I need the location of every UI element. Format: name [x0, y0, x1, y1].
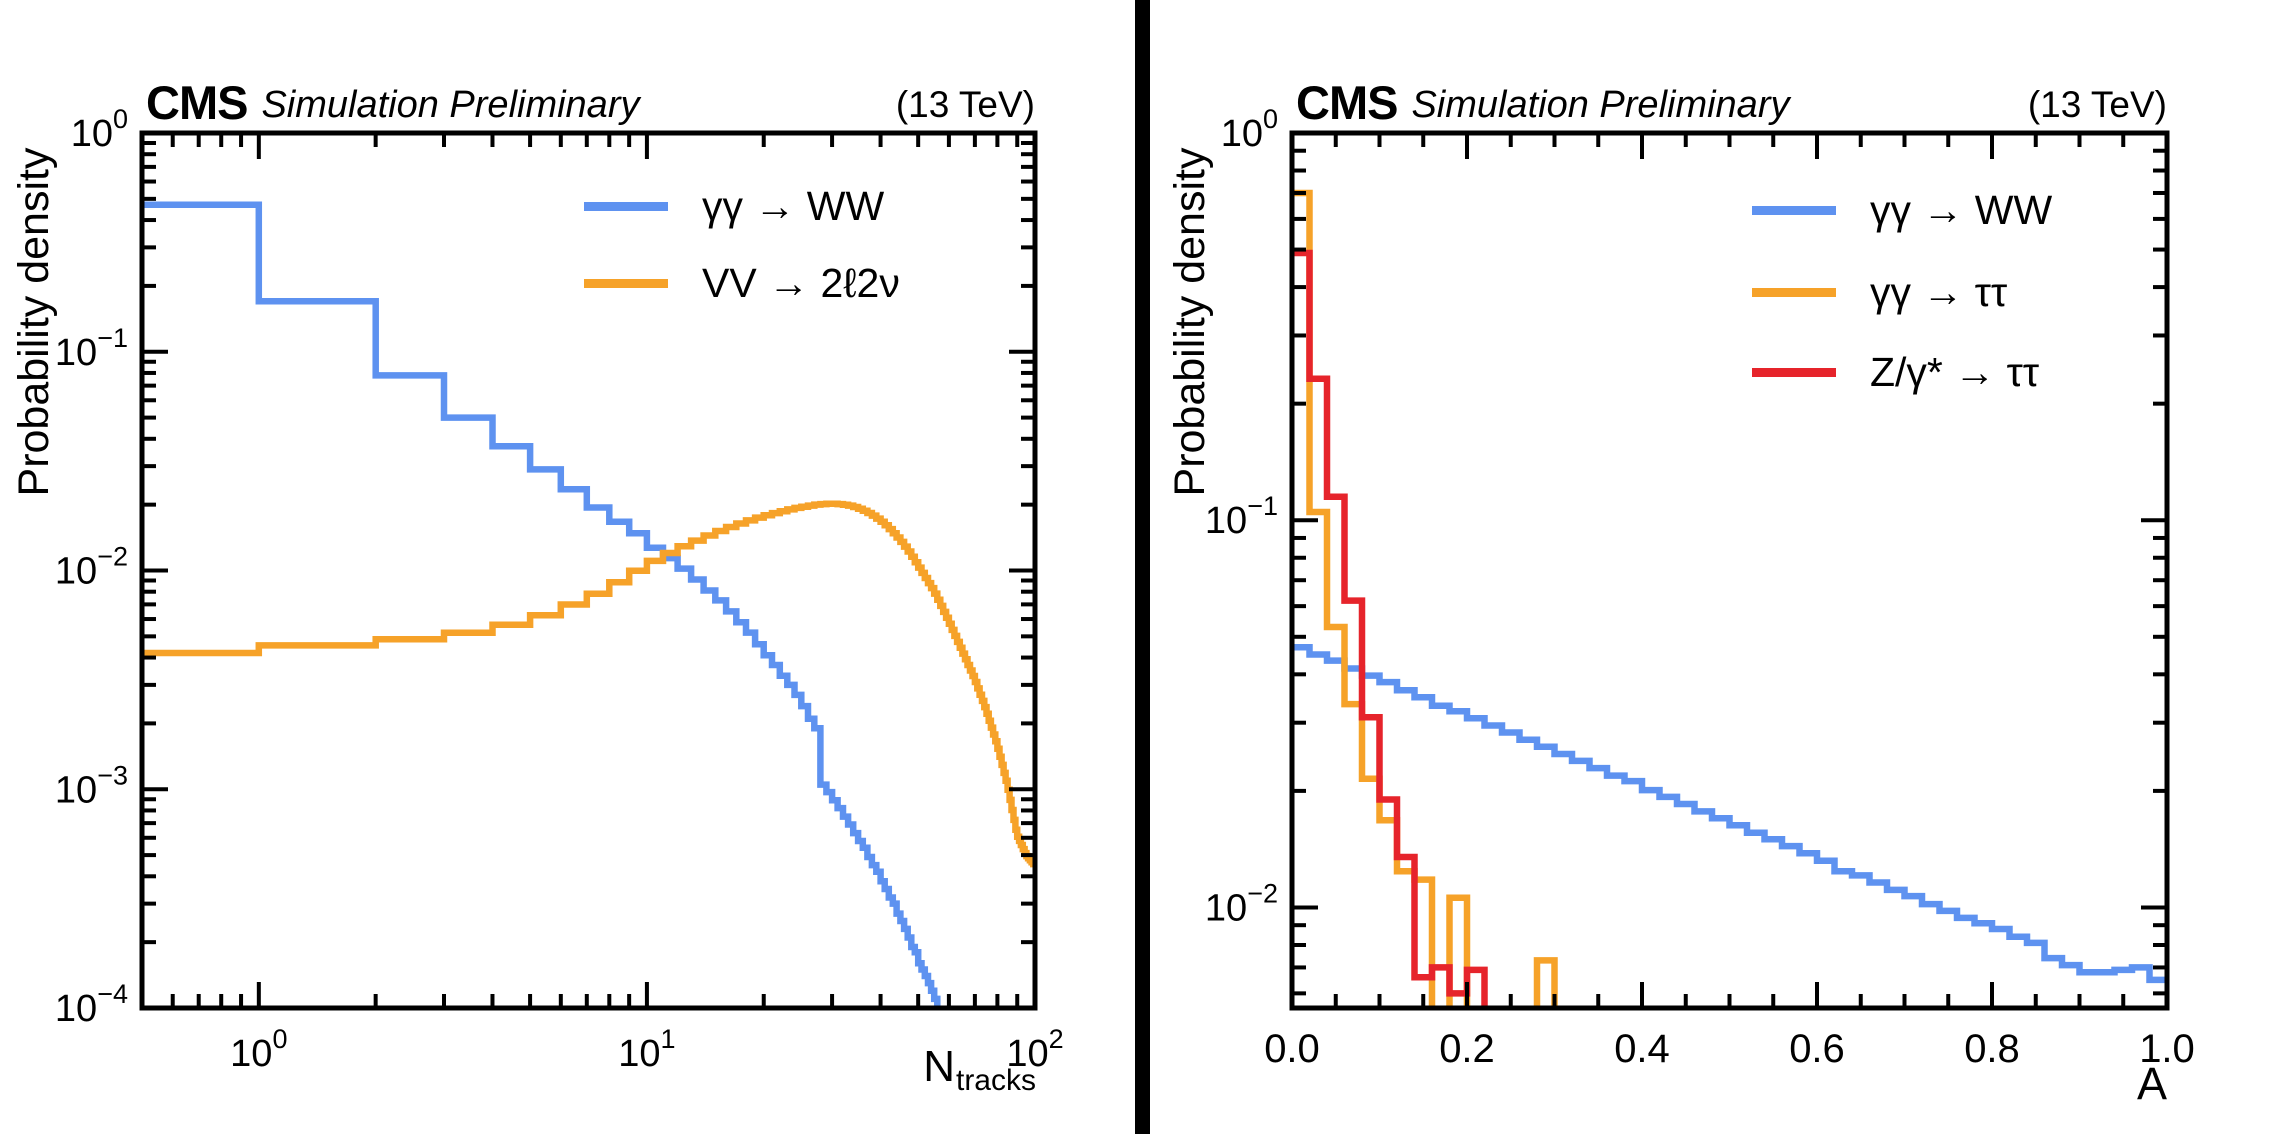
z-gamma-star-to-tautau-curve: [1292, 249, 1488, 1008]
ntracks-panel-series: [142, 201, 1035, 1008]
energy-label: (13 TeV): [2027, 84, 2167, 126]
svg-text:100: 100: [71, 104, 128, 155]
ww-legend-swatch: [1752, 205, 1836, 215]
vv-legend-label: VV → 2ℓ2ν: [702, 259, 900, 306]
right-legend-item-gg-tautau: γγ → ττ: [1752, 270, 2007, 314]
left-y-axis-title: Probability density: [10, 147, 58, 497]
energy-label: (13 TeV): [895, 84, 1035, 126]
svg-text:10−1: 10−1: [55, 323, 128, 374]
z-tautau-legend-label: Z/γ* → ττ: [1870, 348, 2040, 395]
left-legend-item-vv: VV → 2ℓ2ν: [584, 261, 900, 305]
left-legend-item-ww: γγ → WW: [584, 184, 884, 228]
svg-text:10−4: 10−4: [55, 979, 128, 1030]
gamma-gamma-to-tautau-curve: [1292, 189, 1558, 1008]
ww-legend-label: γγ → WW: [702, 182, 885, 229]
left-x-axis-title: Ntracks: [735, 1042, 1036, 1097]
gg-tautau-legend-swatch: [1752, 287, 1836, 297]
acoplanarity-panel-tick-labels: 0.0 0.2 0.4 0.6 0.8 1.0 100 10−1 10−2: [1205, 104, 2195, 1071]
ww-legend-swatch: [584, 201, 668, 211]
svg-text:10−2: 10−2: [55, 542, 128, 593]
cms-logo-text: CMS: [146, 76, 248, 129]
right-legend-item-z-tautau: Z/γ* → ττ: [1752, 350, 2039, 394]
svg-text:0.2: 0.2: [1439, 1027, 1495, 1071]
vv-legend-swatch: [584, 278, 668, 288]
cms-logo-text: CMS: [1296, 76, 1398, 129]
simulation-preliminary-label: Simulation Preliminary: [261, 84, 640, 127]
svg-text:10−1: 10−1: [1205, 491, 1278, 542]
left-panel-header: CMS Simulation Preliminary (13 TeV): [146, 72, 1035, 126]
svg-text:100: 100: [1221, 104, 1278, 155]
svg-text:10−2: 10−2: [1205, 878, 1278, 929]
simulation-preliminary-label: Simulation Preliminary: [1411, 84, 1790, 127]
svg-text:1.0: 1.0: [2139, 1027, 2195, 1071]
right-y-axis-title: Probability density: [1166, 147, 1214, 497]
svg-text:10−3: 10−3: [55, 760, 128, 811]
ww-legend-label: γγ → WW: [1870, 186, 2053, 233]
right-x-axis-title: A: [2136, 1058, 2167, 1109]
vv-to-2l2nu-curve: [142, 500, 1035, 868]
gamma-gamma-to-ww-curve: [1292, 643, 2167, 984]
svg-text:0.0: 0.0: [1264, 1027, 1320, 1071]
acoplanarity-panel-frame: [1289, 130, 2170, 1011]
ntracks-panel-tick-labels: 100 101 102 100 10−1 10−2 10−3 10−4: [55, 104, 1064, 1075]
ntracks-main: N: [923, 1042, 955, 1091]
svg-text:0.8: 0.8: [1964, 1027, 2020, 1071]
svg-text:0.6: 0.6: [1789, 1027, 1845, 1071]
gg-tautau-legend-label: γγ → ττ: [1870, 268, 2008, 315]
svg-text:100: 100: [230, 1024, 287, 1075]
right-legend-item-ww: γγ → WW: [1752, 188, 2052, 232]
panel-divider: [1135, 0, 1150, 1134]
acoplanarity-panel-series: [1292, 189, 2167, 1008]
z-tautau-legend-swatch: [1752, 367, 1836, 377]
ntracks-subscript: tracks: [955, 1064, 1036, 1097]
svg-text:101: 101: [618, 1024, 675, 1075]
gamma-gamma-to-ww-curve: [142, 201, 941, 1008]
svg-text:102: 102: [1006, 1024, 1063, 1075]
svg-text:0.4: 0.4: [1614, 1027, 1670, 1071]
right-panel-header: CMS Simulation Preliminary (13 TeV): [1296, 72, 2167, 126]
ntracks-panel-frame: [139, 130, 1038, 1011]
